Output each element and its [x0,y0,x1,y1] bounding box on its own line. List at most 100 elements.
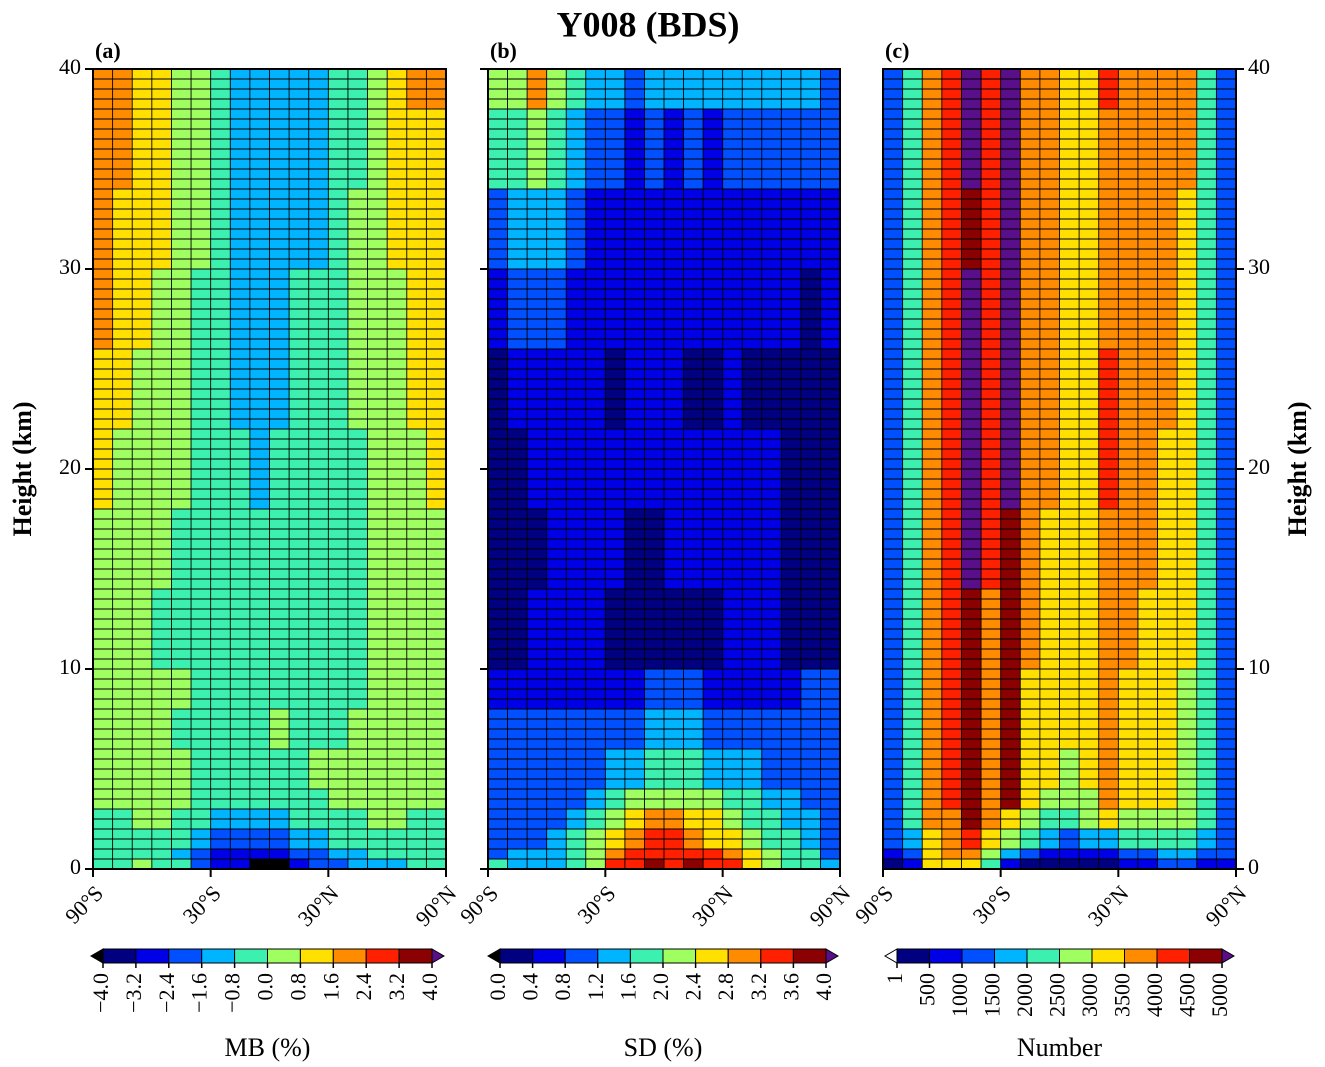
cell [820,849,840,859]
colorbar-segment [532,948,566,964]
cell [644,849,664,859]
colorbar-segment [727,948,762,964]
cell [761,859,782,869]
colorbar-segment [234,948,269,964]
cell [406,849,427,859]
cell [902,849,923,859]
cell [112,859,133,869]
colorbar-title: Number [1017,1033,1103,1062]
colorbar-tick-label: 4.0 [811,973,836,1001]
cell [151,849,172,859]
cell [664,849,684,859]
colorbar-segment [896,948,930,964]
y-tick-label: 10 [59,654,81,679]
colorbar-under [487,948,501,964]
cell [1039,849,1060,859]
cell [328,859,348,869]
colorbar-segment [662,948,697,964]
colorbar-tick-label: 5000 [1207,973,1232,1017]
cell [1216,849,1236,859]
colorbar-tick-label: 0.8 [550,973,575,1001]
cell [820,859,840,869]
cell [426,859,446,869]
cell [249,859,270,869]
cell [387,849,407,859]
cell [387,859,407,869]
cell [426,849,446,859]
colorbar-segment [1189,948,1223,964]
cell [902,859,923,869]
cell [191,849,211,859]
cell [742,849,762,859]
colorbar-tick-label: 3000 [1077,973,1102,1017]
x-tick-label: 30°N [293,880,344,931]
colorbar-tick-label: 1000 [947,973,972,1017]
colorbar-segment [760,948,794,964]
cell [230,849,250,859]
x-tick-label: 90°S [60,880,108,928]
cell [781,849,801,859]
cell [1216,859,1236,869]
cell [1157,859,1178,869]
colorbar-tick-label: 2500 [1045,973,1070,1017]
cell [585,859,606,869]
y-tick-label: 0 [1248,854,1259,879]
y-tick-label: 10 [1248,654,1270,679]
y-tick-label: 30 [59,254,81,279]
colorbar-title: SD (%) [624,1033,703,1062]
cell [93,859,113,869]
cell [527,849,547,859]
cell [328,849,348,859]
cell [624,859,645,869]
colorbar-tick-label: 2000 [1012,973,1037,1017]
x-tick-label: 30°S [968,880,1016,928]
cell [800,859,821,869]
colorbar-segment [1026,948,1060,964]
y-axis-title: Height (km) [1283,401,1312,536]
colorbar-segment [695,948,729,964]
cell [1039,859,1060,869]
cell [347,849,368,859]
cell [1020,849,1040,859]
x-tick-label: 90°S [455,880,503,928]
colorbar-under [90,948,104,964]
colorbar-segment [332,948,367,964]
cell [1157,849,1178,859]
y-tick-label: 40 [1248,54,1270,79]
cell [1118,849,1138,859]
colorbar-segment [1091,948,1125,964]
cell [210,859,231,869]
cell [961,859,982,869]
cell [367,859,388,869]
cell [981,859,1001,869]
x-tick-label: 90°N [410,880,461,931]
cell [981,849,1001,859]
x-tick-label: 30°N [1083,880,1134,931]
y-tick-label: 40 [59,54,81,79]
cell [761,849,782,859]
colorbar-segment [1124,948,1158,964]
cell [781,859,801,869]
cell [922,859,942,869]
cell [922,849,942,859]
colorbar-segment [629,948,664,964]
cell [883,859,903,869]
colorbar-tick-label: 2.4 [681,973,706,1001]
colorbar-tick-label: 4500 [1175,973,1200,1017]
colorbar-segment [365,948,400,964]
cell [883,849,903,859]
cell [941,849,962,859]
colorbar-segment [102,948,137,964]
cell [644,859,664,869]
cell [1059,859,1080,869]
colorbar-tick-label: 3.2 [746,973,771,1001]
cell [1196,859,1217,869]
x-tick-label: 30°N [687,880,738,931]
cell [722,849,743,859]
panel-label: (b) [490,38,517,63]
cell [132,849,152,859]
x-tick-label: 30°S [178,880,226,928]
colorbar-tick-label: 2.8 [713,973,738,1001]
cell [605,859,625,869]
cell [1079,859,1099,869]
